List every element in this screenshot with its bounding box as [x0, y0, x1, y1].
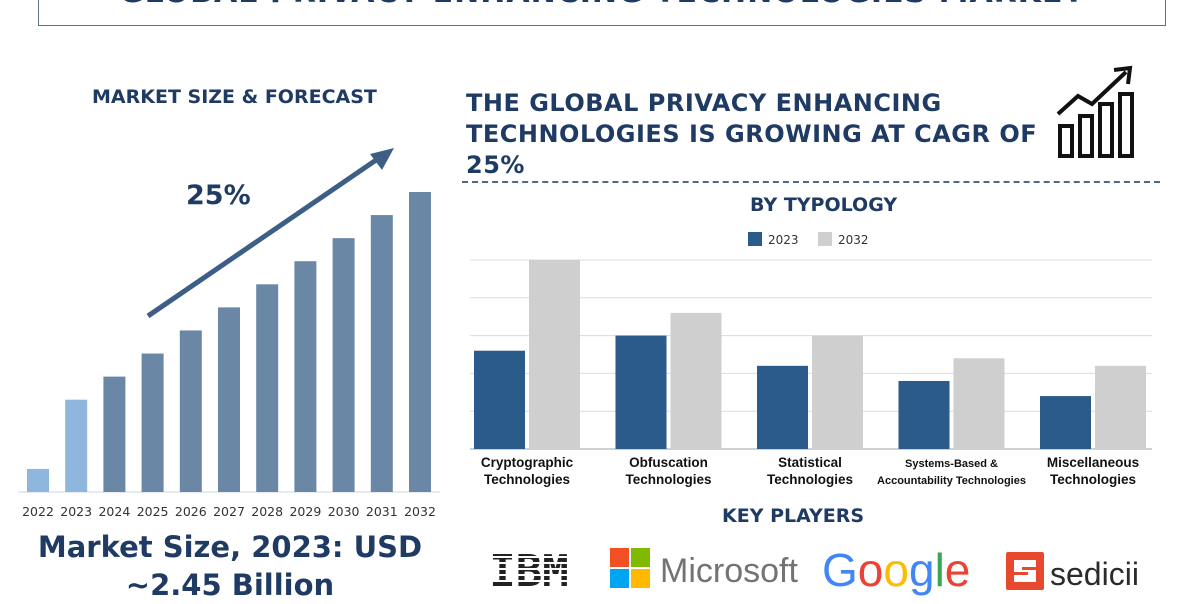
- typology-tick-label: Technologies: [767, 472, 853, 487]
- typology-bar-1-2023: [615, 335, 667, 449]
- market-size-text: Market Size, 2023: USD ~2.45 Billion: [10, 528, 450, 604]
- typology-heading: BY TYPOLOGY: [750, 194, 898, 216]
- typology-bar-chart: 2023 2032 Cryptographic Technologies Obfusca…: [470, 232, 1152, 487]
- typology-tick-label: Systems-Based &: [905, 458, 998, 470]
- title-banner: GLOBAL PRIVACY ENHANCING TECHNOLOGIES MA…: [38, 0, 1166, 26]
- microsoft-logo: Microsoft: [608, 546, 818, 592]
- typology-tick-label: Technologies: [1050, 472, 1136, 487]
- forecast-bar-2027: [218, 307, 240, 492]
- forecast-tick-2026: 2026: [175, 504, 207, 519]
- page-title: GLOBAL PRIVACY ENHANCING TECHNOLOGIES MA…: [39, 0, 1165, 10]
- typology-bar-1-2032: [670, 312, 722, 449]
- ibm-logo: IBM: [472, 546, 586, 597]
- forecast-tick-2029: 2029: [289, 504, 321, 519]
- typology-bar-2-2023: [757, 365, 808, 449]
- forecast-bar-2028: [256, 284, 279, 492]
- forecast-bar-2031: [370, 215, 393, 493]
- legend-swatch-2023: [748, 232, 762, 246]
- forecast-tick-2023: 2023: [60, 504, 92, 519]
- cagr-headline: THE GLOBAL PRIVACY ENHANCING TECHNOLOGIE…: [466, 89, 1038, 179]
- typology-bar-0-2032: [529, 260, 580, 449]
- typology-tick-label: Statistical: [778, 455, 842, 470]
- google-logo: Google: [820, 544, 976, 598]
- key-players-heading: KEY PLAYERS: [722, 505, 865, 527]
- forecast-tick-2025: 2025: [137, 504, 169, 519]
- ibm-logo-text: IBM: [489, 546, 568, 592]
- forecast-bar-2024: [103, 376, 126, 492]
- section-divider: [462, 181, 1160, 183]
- typology-tick-label: Obfuscation: [629, 455, 708, 470]
- forecast-bar-2023: [65, 399, 88, 492]
- legend-label-2032: 2032: [838, 233, 869, 247]
- typology-bar-4-2032: [1095, 365, 1146, 449]
- sedicii-logo: sedicii: [1004, 548, 1154, 594]
- typology-tick-label: Technologies: [484, 472, 570, 487]
- sedicii-logo-text: sedicii: [1050, 556, 1139, 592]
- typology-bar-3-2032: [953, 358, 1005, 449]
- forecast-tick-2024: 2024: [98, 504, 130, 519]
- forecast-tick-2030: 2030: [328, 504, 360, 519]
- legend-label-2023: 2023: [768, 233, 799, 247]
- typology-bar-3-2023: [898, 380, 950, 449]
- forecast-bar-2030: [332, 238, 355, 492]
- forecast-tick-2027: 2027: [213, 504, 245, 519]
- forecast-tick-2031: 2031: [366, 504, 398, 519]
- legend-swatch-2032: [818, 232, 832, 246]
- typology-tick-label: Cryptographic: [481, 455, 574, 470]
- forecast-bar-2029: [294, 261, 317, 492]
- forecast-tick-2032: 2032: [404, 504, 436, 519]
- growth-chart-icon: [1056, 65, 1134, 158]
- typology-bar-0-2023: [474, 350, 525, 449]
- forecast-tick-2022: 2022: [22, 504, 54, 519]
- forecast-bar-2025: [141, 353, 164, 492]
- forecast-tick-2028: 2028: [251, 504, 283, 519]
- typology-tick-label: Accountability Technologies: [877, 475, 1026, 487]
- market-size-line1: Market Size, 2023: USD: [37, 530, 423, 564]
- typology-bar-2-2032: [812, 335, 863, 449]
- typology-tick-label: Miscellaneous: [1047, 455, 1139, 470]
- market-size-heading: MARKET SIZE & FORECAST: [92, 86, 377, 108]
- forecast-bar-2022: [27, 468, 49, 492]
- market-size-line2: ~2.45 Billion: [125, 568, 335, 602]
- typology-tick-label: Technologies: [625, 472, 711, 487]
- forecast-bar-2032: [409, 192, 431, 492]
- forecast-bar-chart: 2022 2023 2024 2025 2026 2027 2028 2029 2030 2031…: [18, 148, 440, 519]
- forecast-bar-2026: [179, 330, 202, 492]
- microsoft-logo-text: Microsoft: [660, 552, 798, 590]
- typology-bar-4-2023: [1040, 396, 1091, 449]
- cagr-annotation: 25%: [186, 180, 251, 211]
- trend-arrow-icon: [146, 148, 394, 319]
- google-logo-text: Google: [822, 544, 970, 596]
